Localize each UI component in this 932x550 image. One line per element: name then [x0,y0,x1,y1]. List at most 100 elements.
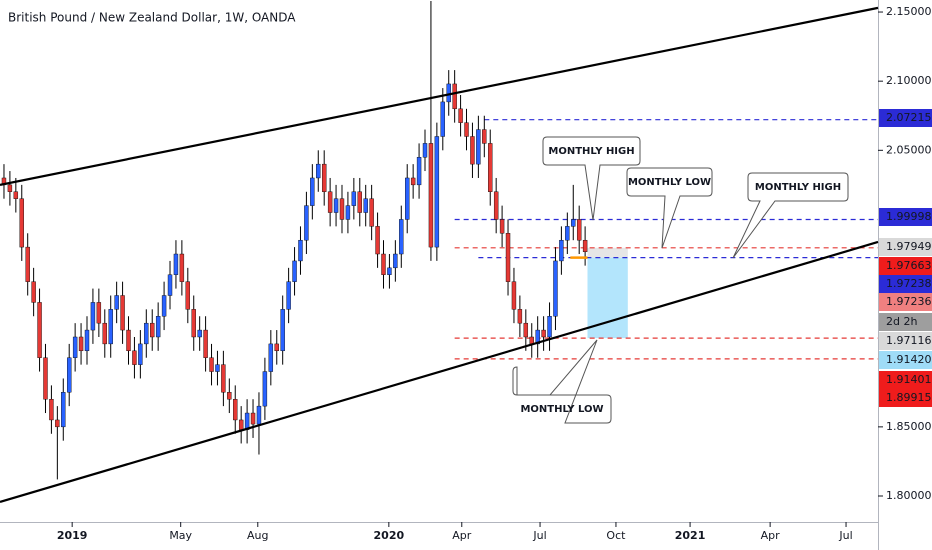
candle-body [375,226,380,255]
candle-body [381,253,386,275]
candle-body [541,329,546,338]
candle-body [476,129,481,165]
candle-body [49,399,54,421]
candle-body [144,322,149,345]
callout [732,172,849,259]
candle-body [440,101,445,137]
candle-body [345,205,351,220]
trend-line [0,240,879,504]
candle-body [399,219,404,255]
candle-body [203,329,208,358]
price-badge [879,313,932,331]
candle-body [78,336,84,352]
price-badge [879,371,932,389]
x-tick-label: Jul [838,529,852,542]
candle-body [221,364,226,393]
candle-body [582,239,588,253]
price-badge-label: 1.97116 [886,334,932,347]
candle-body [244,412,250,430]
candle-body [387,267,392,275]
candle-body [458,108,463,123]
x-tick-label: Aug [247,529,268,542]
price-badge-label: 1.97663 [886,259,932,272]
price-badge-label: 2d 2h [886,315,917,328]
callout-text: MONTHLY LOW [520,404,603,415]
candle-body [553,260,558,317]
price-badge [879,351,932,369]
candle-body [84,329,90,352]
candle-body [161,295,167,317]
y-tick-label: 1.80000 [886,489,932,502]
candle-body [209,357,214,372]
x-tick-label: Apr [452,529,472,542]
price-badge-label: 1.97949 [886,240,932,253]
candle-body [274,343,279,352]
x-tick-label: 2020 [374,529,405,542]
price-badge [879,238,932,256]
candle-body [102,322,107,345]
candle-body [250,412,256,425]
x-tick-label: 2019 [57,529,88,542]
candle-body [321,163,327,192]
candle-body [327,191,333,213]
candle-body [505,233,511,282]
price-badge [879,257,932,275]
callout [626,167,713,249]
candle-body [19,198,24,248]
candle-body [410,177,416,186]
candle-body [126,329,131,352]
candle-body [138,343,143,365]
price-badge-label: 1.91420 [886,353,932,366]
candle-body [393,253,398,269]
candle-body [529,336,534,345]
candle-body [150,322,155,338]
candle-body [565,226,570,241]
candle-body [114,295,119,310]
candle-body [428,143,434,248]
candle-body [215,364,220,372]
candle-body [7,184,13,192]
candle-body [155,316,161,338]
candle-body [185,281,191,310]
y-tick-label: 1.85000 [886,420,932,433]
candle-body [517,309,523,324]
candle-body [286,281,291,310]
candle-body [55,419,60,428]
price-badge-label: 1.99998 [886,210,932,223]
candle-body [416,157,422,186]
candle-body [571,219,576,227]
price-badge [879,389,932,407]
x-tick-label: Apr [761,529,781,542]
chart-title: British Pound / New Zealand Dollar, 1W, … [8,11,296,25]
x-tick-label: Oct [606,529,626,542]
candle-body [470,136,475,165]
candle-body [108,309,113,345]
candle-body [13,191,19,199]
price-badge-label: 1.91401 [886,373,932,386]
price-badge-label: 1.97238 [886,277,932,290]
x-tick-label: 2021 [675,529,706,542]
price-badge [879,275,932,293]
callout-text: MONTHLY HIGH [755,182,841,193]
candle-body [173,253,179,275]
candle-body [369,198,374,227]
candle-body [499,219,505,234]
candle-body [298,239,303,262]
candle-body [197,329,202,338]
candle-body [488,143,493,192]
candle-body [464,122,469,137]
price-badge-label: 1.89915 [886,391,932,404]
y-tick-label: 2.05000 [886,143,932,156]
candle-body [233,399,238,421]
candle-body [61,392,66,428]
candle-body [191,309,196,338]
candle-body [339,198,345,220]
price-badge [879,332,932,350]
candle-body [523,322,529,338]
candle-body [262,371,268,407]
candle-body [452,83,457,110]
candle-body [310,177,315,206]
price-badge [879,208,932,226]
candle-body [434,136,440,248]
candle-body [280,309,285,352]
